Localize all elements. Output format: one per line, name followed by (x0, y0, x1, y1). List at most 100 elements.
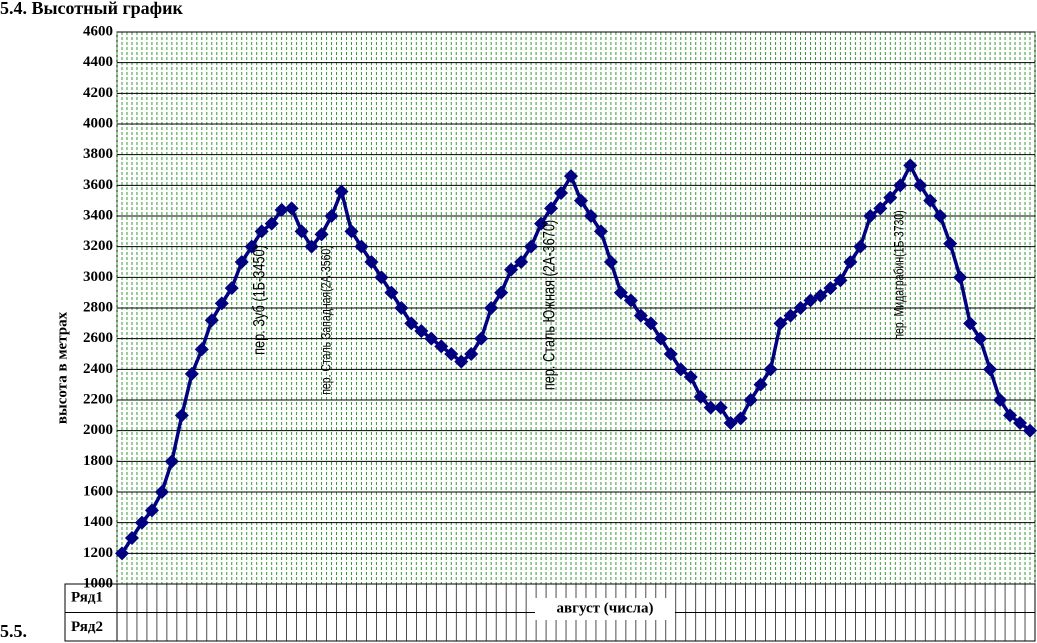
y-tick-label: 3600 (83, 177, 113, 193)
data-point (384, 285, 399, 300)
data-point (544, 201, 559, 216)
y-tick-label: 1200 (83, 545, 113, 561)
data-point (643, 316, 658, 331)
data-point (833, 273, 848, 288)
data-point (394, 301, 409, 315)
data-point (593, 224, 608, 239)
data-point (713, 400, 728, 415)
data-point (294, 224, 309, 239)
data-point (414, 324, 429, 338)
data-point (124, 531, 139, 545)
data-point (464, 347, 479, 361)
data-point (504, 262, 519, 277)
data-point (1023, 423, 1037, 438)
data-point (813, 288, 828, 303)
data-point (114, 546, 129, 561)
data-point (953, 270, 968, 285)
y-tick-label: 2000 (83, 422, 113, 438)
annotation: пер. Мидаграбин(1Б-3730) (891, 210, 907, 339)
data-point (863, 209, 878, 223)
y-tick-label: 2600 (83, 330, 113, 346)
annotation: пер. Сталь Южная (2А-3670) (540, 220, 559, 390)
x-axis-label: август (числа) (557, 600, 654, 616)
data-point (224, 281, 239, 296)
data-point (304, 239, 319, 254)
data-point (424, 331, 439, 346)
data-point (524, 239, 539, 254)
annotation: пер. Зуб (1Б-3450) (250, 245, 269, 355)
data-point (613, 285, 628, 300)
data-point (653, 331, 668, 346)
y-tick-label: 2400 (83, 361, 113, 377)
data-point (633, 308, 648, 323)
data-point (903, 158, 918, 173)
data-point (853, 239, 868, 254)
data-point (354, 239, 369, 254)
data-point (1013, 416, 1028, 430)
data-point (603, 255, 618, 269)
data-point (983, 362, 998, 377)
data-point (963, 316, 978, 331)
data-point (693, 389, 708, 404)
data-point (484, 301, 499, 315)
data-point (364, 255, 379, 269)
data-point (564, 169, 579, 184)
footer: 5.5. (0, 621, 27, 641)
data-point (404, 316, 419, 331)
data-point (494, 285, 509, 300)
data-point (444, 347, 459, 361)
data-point (554, 186, 569, 200)
data-point (683, 370, 698, 384)
data-point (264, 216, 279, 231)
data-point (434, 339, 449, 354)
data-point (773, 316, 788, 331)
data-point (164, 454, 179, 469)
data-point (314, 227, 329, 242)
data-point (234, 255, 249, 269)
data-point (873, 201, 888, 216)
y-tick-label: 1400 (83, 514, 113, 530)
data-point (883, 190, 898, 205)
y-tick-label: 4200 (83, 85, 113, 101)
data-point (803, 293, 818, 308)
y-axis-label: высота в метрах (54, 311, 70, 424)
data-point (583, 209, 598, 223)
data-point (254, 224, 269, 239)
data-point (823, 281, 838, 296)
data-point (334, 184, 349, 199)
data-point (174, 408, 189, 423)
series-name: Ряд2 (71, 619, 103, 635)
y-tick-label: 4000 (83, 115, 113, 131)
y-tick-label: 1000 (83, 575, 113, 591)
data-point (154, 485, 169, 499)
data-point (623, 293, 638, 308)
data-point (454, 354, 469, 369)
data-point (514, 255, 529, 269)
data-point (534, 216, 549, 231)
data-point (703, 400, 718, 415)
data-point (993, 393, 1008, 407)
data-point (573, 193, 588, 208)
data-point (913, 178, 928, 193)
data-point (783, 308, 798, 323)
data-point (933, 209, 948, 223)
data-point (753, 377, 768, 392)
y-tick-label: 4600 (83, 23, 113, 39)
y-tick-label: 3400 (83, 207, 113, 223)
data-point (943, 236, 958, 251)
data-point (134, 515, 149, 530)
heading: 5.4. Высотный график (0, 0, 183, 18)
data-point (204, 313, 219, 328)
data-point (284, 201, 299, 216)
y-tick-label: 1600 (83, 483, 113, 499)
data-point (184, 366, 199, 381)
data-point (374, 270, 389, 285)
data-point (923, 193, 938, 208)
annotation: пер. Сталь Западная(2А-3560) (318, 245, 334, 395)
data-point (793, 301, 808, 315)
y-tick-label: 4400 (83, 54, 113, 70)
y-tick-label: 2200 (83, 391, 113, 407)
data-point (214, 296, 229, 311)
data-point (144, 503, 159, 518)
